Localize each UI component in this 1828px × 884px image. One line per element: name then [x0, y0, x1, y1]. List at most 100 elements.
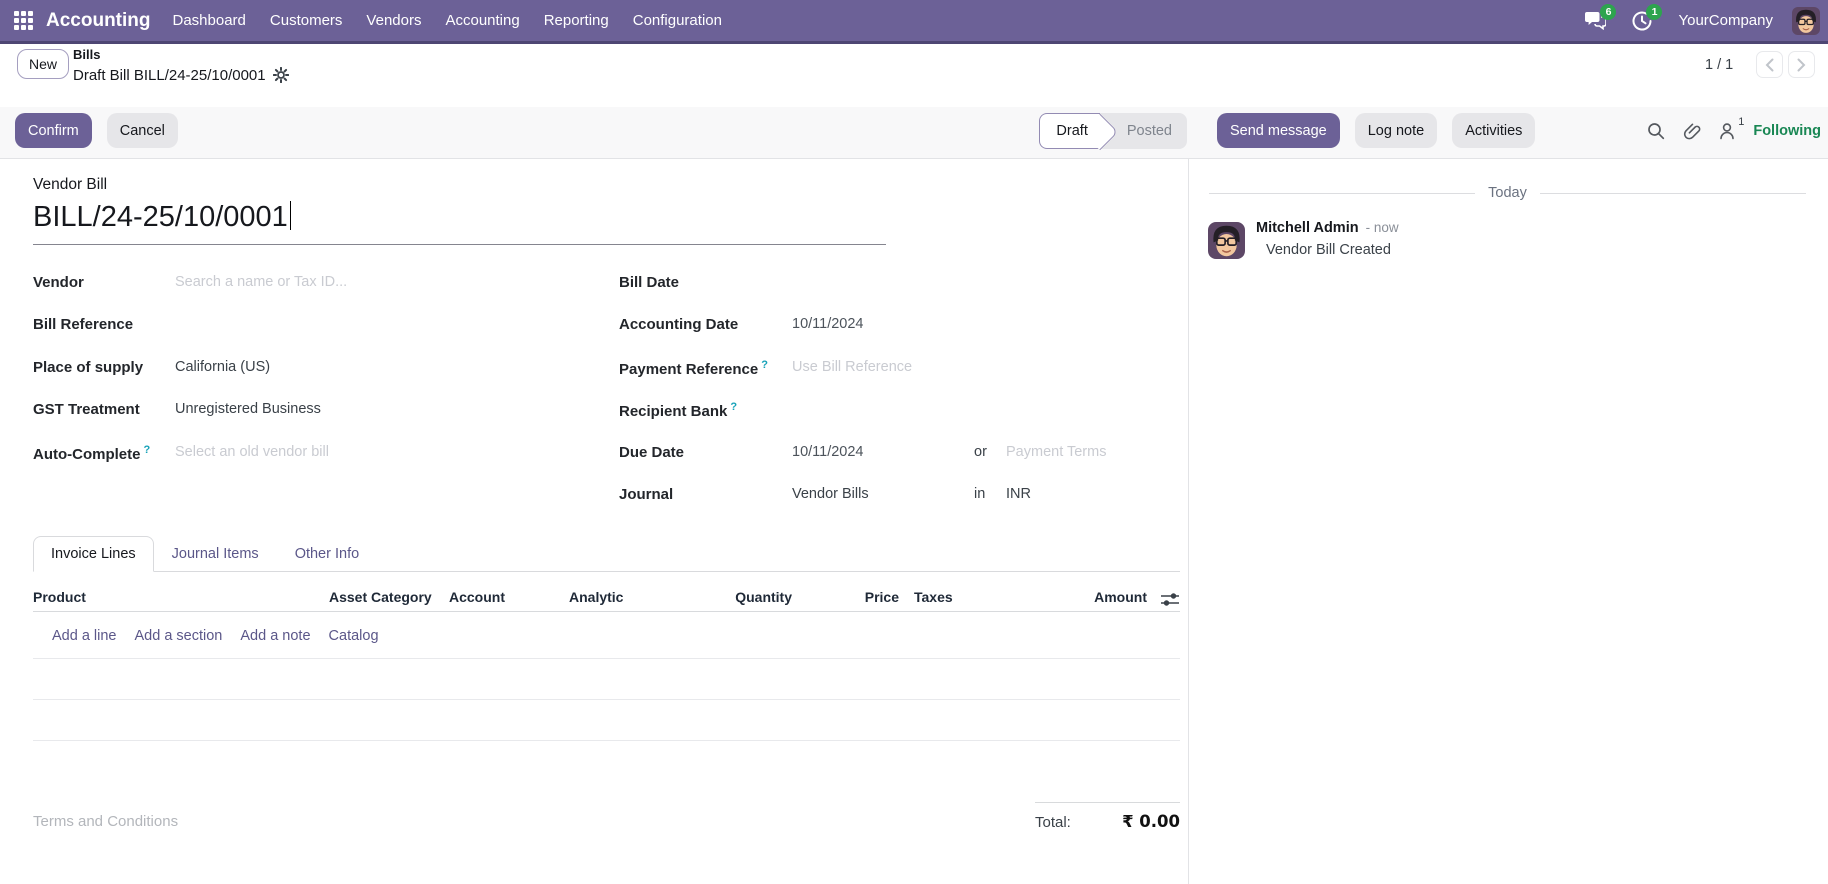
- add-a-note-link[interactable]: Add a note: [240, 627, 311, 644]
- navbar-systray: 6 1 YourCompany: [1559, 3, 1828, 35]
- journal-in-label: in: [974, 486, 986, 502]
- new-button[interactable]: New: [17, 49, 70, 79]
- total-label: Total:: [1035, 814, 1071, 831]
- message-header: Mitchell Admin - now: [1256, 220, 1399, 236]
- divider-line: [1209, 192, 1476, 194]
- cancel-button[interactable]: Cancel: [106, 113, 178, 148]
- due-date-input[interactable]: 10/11/2024: [792, 444, 864, 460]
- gst-treatment-label: GST Treatment: [33, 401, 140, 418]
- tab-journal-items[interactable]: Journal Items: [171, 546, 259, 562]
- column-quantity[interactable]: Quantity: [735, 589, 792, 605]
- bill-date-input[interactable]: [792, 274, 962, 294]
- tab-divider-line: [33, 571, 1180, 572]
- accounting-date-label: Accounting Date: [619, 316, 739, 333]
- today-divider: Today: [1209, 185, 1807, 201]
- bill-reference-input[interactable]: [175, 316, 475, 336]
- vendor-label: Vendor: [33, 274, 84, 291]
- column-product[interactable]: Product: [33, 589, 86, 605]
- column-account[interactable]: Account: [449, 589, 505, 605]
- column-analytic[interactable]: Analytic: [569, 589, 624, 605]
- menu-accounting[interactable]: Accounting: [445, 12, 520, 29]
- add-a-section-link[interactable]: Add a section: [134, 627, 223, 644]
- due-date-or-label: or: [974, 444, 987, 460]
- accounting-date-input[interactable]: 10/11/2024: [792, 316, 864, 332]
- chevron-left-icon: [1765, 58, 1774, 72]
- breadcrumb-bills-link[interactable]: Bills: [73, 47, 101, 62]
- confirm-button[interactable]: Confirm: [15, 113, 92, 148]
- due-date-label: Due Date: [619, 444, 685, 461]
- messages-menu[interactable]: 6: [1585, 4, 1617, 30]
- payment-reference-input[interactable]: Use Bill Reference: [792, 359, 913, 375]
- terms-placeholder[interactable]: Terms and Conditions: [33, 813, 179, 830]
- tab-invoice-lines[interactable]: Invoice Lines: [33, 536, 154, 572]
- company-switcher[interactable]: YourCompany: [1678, 12, 1773, 29]
- column-price[interactable]: Price: [864, 589, 899, 605]
- activities-badge: 1: [1646, 3, 1663, 20]
- lines-table-header: Product Asset Category Account Analytic …: [33, 589, 1180, 612]
- settings-gear-icon[interactable]: [272, 67, 289, 83]
- recipient-bank-input[interactable]: [792, 401, 962, 421]
- breadcrumb-current-label: Draft Bill BILL/24-25/10/0001: [73, 66, 266, 84]
- payment-terms-input[interactable]: Payment Terms: [1006, 444, 1107, 460]
- journal-input[interactable]: Vendor Bills: [792, 486, 869, 502]
- activity-clock-icon: [1632, 11, 1652, 31]
- place-of-supply-input[interactable]: California (US): [175, 359, 271, 375]
- doc-number-input[interactable]: BILL/24-25/10/0001: [33, 201, 886, 245]
- pager-previous-button[interactable]: [1756, 51, 1783, 78]
- place-of-supply-label: Place of supply: [33, 359, 144, 376]
- bill-date-label: Bill Date: [619, 274, 680, 291]
- payment-reference-label: Payment Reference?: [619, 359, 768, 378]
- followers-menu[interactable]: 1: [1718, 116, 1744, 140]
- search-message-icon[interactable]: [1647, 122, 1665, 140]
- auto-complete-input[interactable]: Select an old vendor bill: [175, 444, 329, 460]
- attachment-paperclip-icon[interactable]: [1682, 121, 1701, 140]
- message-author[interactable]: Mitchell Admin: [1256, 220, 1359, 236]
- send-message-button[interactable]: Send message: [1217, 113, 1340, 148]
- apps-grid-icon[interactable]: [14, 11, 33, 30]
- catalog-link[interactable]: Catalog: [328, 627, 379, 644]
- menu-customers[interactable]: Customers: [269, 12, 343, 29]
- status-action-bar: Confirm Cancel Draft Posted Send message…: [0, 107, 1828, 159]
- messages-badge: 6: [1600, 4, 1617, 20]
- empty-table-row: [33, 659, 1180, 700]
- tab-other-info[interactable]: Other Info: [294, 546, 360, 562]
- total-section: Total: ₹ 0.00: [1035, 802, 1180, 831]
- vendor-input[interactable]: Search a name or Tax ID...: [175, 274, 348, 290]
- gst-treatment-input[interactable]: Unregistered Business: [175, 401, 321, 417]
- user-avatar[interactable]: [1792, 6, 1820, 35]
- optional-columns-icon[interactable]: [1160, 589, 1180, 607]
- breadcrumb: Bills Draft Bill BILL/24-25/10/0001: [73, 48, 289, 83]
- app-name[interactable]: Accounting: [46, 9, 151, 31]
- pager-count: 1 / 1: [1705, 57, 1734, 73]
- followers-person-icon: [1718, 122, 1736, 140]
- message-avatar[interactable]: [1208, 222, 1245, 259]
- doc-number-value: BILL/24-25/10/0001: [33, 201, 288, 233]
- menu-dashboard[interactable]: Dashboard: [172, 12, 246, 29]
- status-bar: Draft Posted: [1039, 113, 1187, 149]
- column-taxes[interactable]: Taxes: [914, 589, 953, 605]
- notebook-tabs: Invoice Lines Journal Items Other Info: [33, 536, 377, 572]
- menu-vendors[interactable]: Vendors: [366, 12, 422, 29]
- activities-button[interactable]: Activities: [1452, 113, 1536, 148]
- line-add-actions: Add a line Add a section Add a note Cata…: [33, 613, 1180, 659]
- divider-line: [1539, 192, 1807, 194]
- log-note-button[interactable]: Log note: [1354, 113, 1438, 148]
- message-time: - now: [1365, 220, 1399, 235]
- status-step-draft[interactable]: Draft: [1039, 113, 1100, 149]
- chatter-panel: Today Mitchell Admin - now Vendor Bill C…: [1190, 159, 1828, 884]
- total-amount: ₹ 0.00: [1122, 812, 1180, 831]
- add-a-line-link[interactable]: Add a line: [52, 627, 117, 644]
- empty-table-row: [33, 700, 1180, 741]
- column-amount[interactable]: Amount: [1094, 589, 1147, 605]
- record-actions: Confirm Cancel: [15, 113, 178, 148]
- breadcrumb-current: Draft Bill BILL/24-25/10/0001: [73, 67, 289, 83]
- column-asset-category[interactable]: Asset Category: [329, 589, 432, 605]
- following-button[interactable]: Following: [1753, 122, 1821, 139]
- activities-menu[interactable]: 1: [1632, 3, 1663, 31]
- menu-reporting[interactable]: Reporting: [543, 12, 609, 29]
- menu-configuration[interactable]: Configuration: [632, 12, 722, 29]
- journal-currency[interactable]: INR: [1006, 486, 1031, 502]
- text-cursor: [289, 201, 292, 230]
- pager-next-button[interactable]: [1788, 51, 1815, 78]
- help-icon: ?: [761, 359, 768, 371]
